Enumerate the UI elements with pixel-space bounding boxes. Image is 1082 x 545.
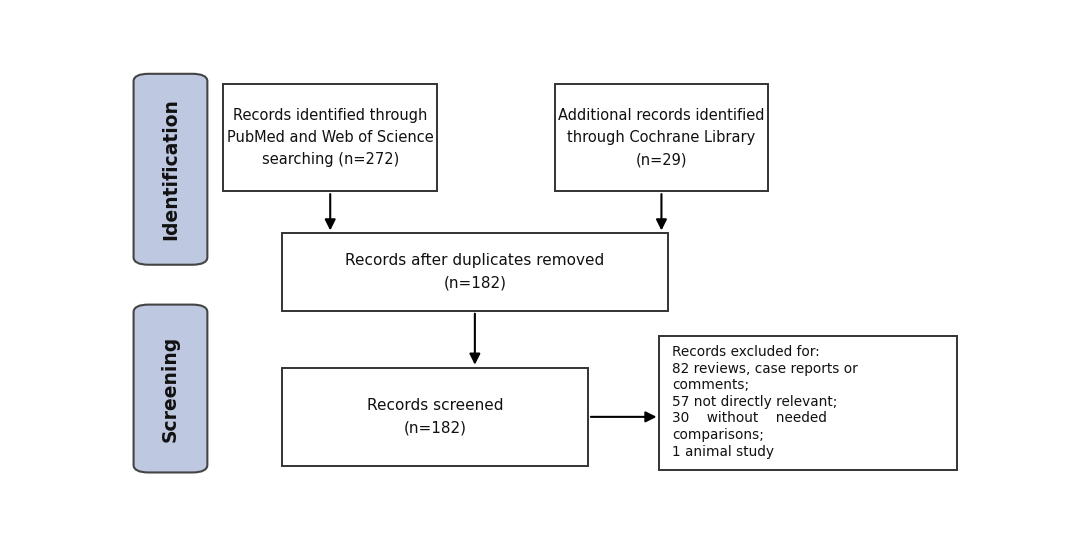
FancyBboxPatch shape bbox=[133, 74, 208, 265]
Text: Additional records identified
through Cochrane Library
(n=29): Additional records identified through Co… bbox=[558, 108, 765, 167]
Text: 30    without    needed: 30 without needed bbox=[672, 411, 827, 426]
Bar bbox=[282, 233, 668, 311]
Text: Records after duplicates removed
(n=182): Records after duplicates removed (n=182) bbox=[345, 253, 605, 290]
Bar bbox=[282, 367, 589, 466]
Text: 1 animal study: 1 animal study bbox=[672, 445, 774, 458]
FancyBboxPatch shape bbox=[133, 305, 208, 473]
Text: Identification: Identification bbox=[161, 98, 180, 240]
Text: comments;: comments; bbox=[672, 378, 749, 392]
Text: Records identified through
PubMed and Web of Science
searching (n=272): Records identified through PubMed and We… bbox=[227, 108, 434, 167]
Bar bbox=[555, 84, 768, 191]
Bar bbox=[659, 336, 956, 470]
Text: Screening: Screening bbox=[161, 335, 180, 441]
Bar bbox=[223, 84, 437, 191]
Text: comparisons;: comparisons; bbox=[672, 428, 764, 442]
Text: Records screened
(n=182): Records screened (n=182) bbox=[367, 398, 503, 435]
Text: Records excluded for:: Records excluded for: bbox=[672, 346, 820, 359]
Text: 82 reviews, case reports or: 82 reviews, case reports or bbox=[672, 362, 858, 376]
Text: 57 not directly relevant;: 57 not directly relevant; bbox=[672, 395, 837, 409]
